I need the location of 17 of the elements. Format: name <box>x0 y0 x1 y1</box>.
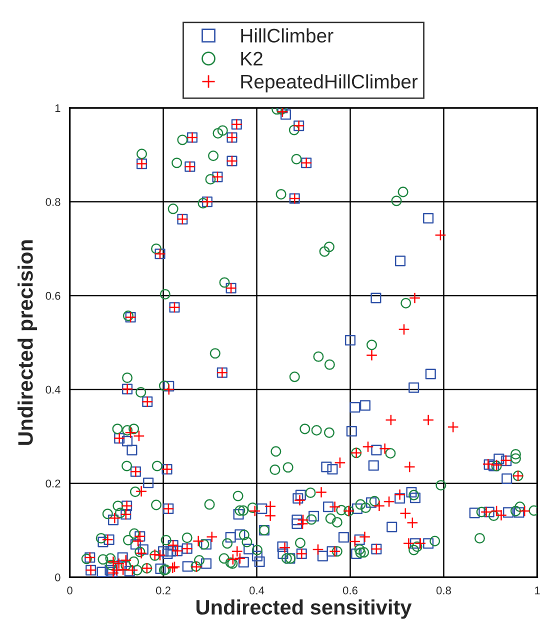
y-tick-label: 0 <box>55 573 60 582</box>
x-axis-title: Undirected sensitivity <box>196 599 412 619</box>
legend-label: HillClimber <box>241 28 334 43</box>
x-tick-label: 0.6 <box>342 586 358 594</box>
legend-label: RepeatedHillClimber <box>241 74 418 92</box>
y-tick-label: 0.2 <box>46 480 60 488</box>
y-tick-label: 0.4 <box>46 386 60 394</box>
x-tick-label: 0.2 <box>156 586 170 594</box>
y-tick-label: 0.6 <box>46 292 60 300</box>
x-tick-label: 1 <box>534 586 540 594</box>
x-tick-label: 0 <box>67 586 72 594</box>
x-tick-label: 0.4 <box>249 586 264 594</box>
y-axis-title: Undirected precision <box>18 240 37 445</box>
y-tick-label: 1 <box>55 104 60 112</box>
y-tick-label: 0.8 <box>46 198 60 206</box>
legend-label: K2 <box>241 52 262 66</box>
x-tick-label: 0.8 <box>436 586 451 594</box>
